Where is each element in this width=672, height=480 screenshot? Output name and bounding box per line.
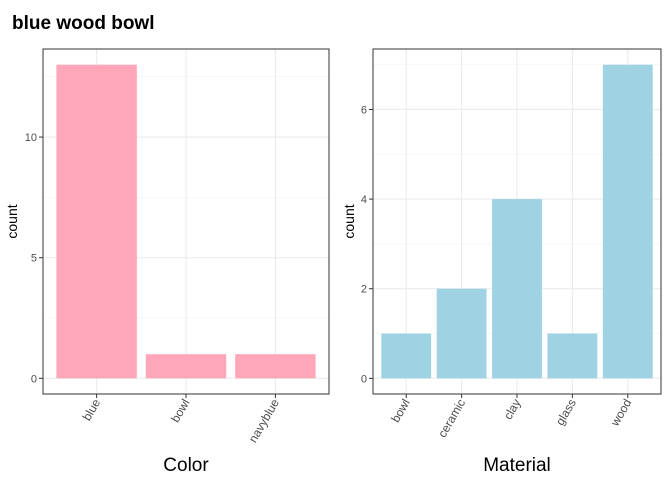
x-tick-label: blue xyxy=(80,396,104,423)
y-axis-title: count xyxy=(4,204,20,238)
y-axis-title: count xyxy=(341,204,357,238)
x-axis-title: Material xyxy=(483,455,551,476)
bar-navyblue xyxy=(235,354,316,379)
x-tick-label: clay xyxy=(501,397,524,422)
bar-bowl xyxy=(145,354,227,379)
y-tick-label: 5 xyxy=(31,253,37,265)
x-axis-title: Color xyxy=(163,455,209,476)
x-tick-label: bowl xyxy=(168,397,192,425)
bar-blue xyxy=(56,64,137,379)
y-tick-label: 0 xyxy=(361,373,367,385)
x-tick-label: bowl xyxy=(388,397,412,425)
chart-title: blue wood bowl xyxy=(12,13,154,34)
bar-glass xyxy=(547,333,598,379)
x-tick-label: navyblue xyxy=(246,396,282,445)
x-tick-label: ceramic xyxy=(435,397,468,440)
bar-clay xyxy=(492,199,542,379)
x-tick-label: wood xyxy=(607,397,634,430)
y-tick-label: 4 xyxy=(361,194,367,206)
y-tick-label: 6 xyxy=(361,104,367,116)
y-tick-label: 2 xyxy=(361,284,367,296)
y-tick-label: 0 xyxy=(31,373,37,385)
bar-bowl xyxy=(381,333,432,379)
y-tick-label: 10 xyxy=(25,132,37,144)
bar-ceramic xyxy=(436,288,487,379)
bar-wood xyxy=(602,64,653,379)
x-tick-label: glass xyxy=(553,397,579,428)
